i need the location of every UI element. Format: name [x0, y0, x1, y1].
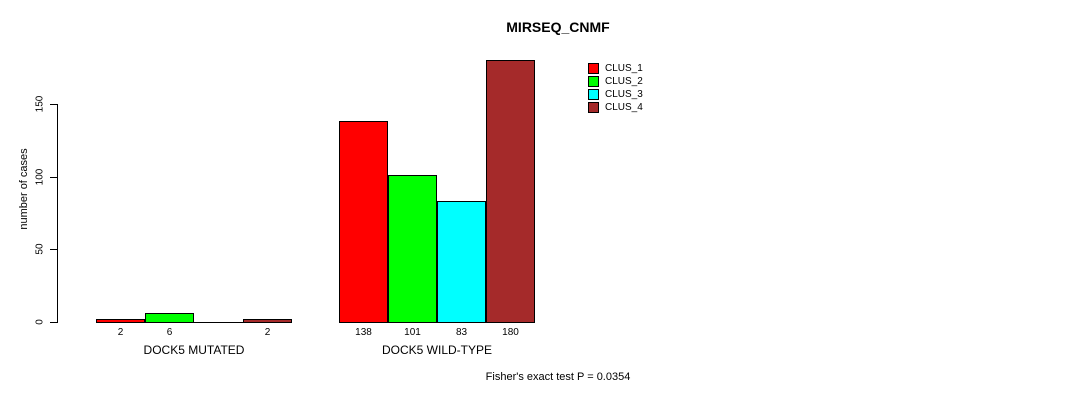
bar-clus_1-mutated [96, 319, 145, 323]
bar-clus_2-wild-type [388, 175, 437, 323]
group-baseline [96, 322, 292, 323]
y-axis-label: number of cases [18, 148, 30, 230]
legend-swatch-icon [588, 89, 599, 100]
bar-value-label: 101 [404, 327, 421, 338]
legend-entry-label: CLUS_1 [605, 63, 643, 74]
legend-entry: CLUS_4 [588, 101, 643, 114]
y-axis-tick [50, 249, 57, 250]
group-label: DOCK5 WILD-TYPE [381, 343, 493, 357]
bar-value-label: 180 [502, 327, 519, 338]
bar-value-label: 6 [166, 327, 173, 338]
bar-value-label: 2 [264, 327, 271, 338]
y-axis-tick [50, 104, 57, 105]
y-axis-tick-label: 0 [34, 319, 46, 325]
legend-entry-label: CLUS_4 [605, 102, 643, 113]
chart-title: MIRSEQ_CNMF [506, 19, 610, 35]
y-axis-tick-label: 50 [34, 243, 46, 255]
legend-entry: CLUS_3 [588, 88, 643, 101]
bar-clus_3-wild-type [437, 201, 486, 323]
bar-clus_4-wild-type [486, 60, 535, 323]
bar-value-label: 83 [455, 327, 468, 338]
y-axis-tick-label: 100 [34, 168, 46, 186]
y-axis-line [57, 104, 58, 323]
legend-swatch-icon [588, 76, 599, 87]
legend-entry-label: CLUS_3 [605, 89, 643, 100]
legend-swatch-icon [588, 102, 599, 113]
y-axis-tick [50, 322, 57, 323]
y-axis-tick-label: 150 [34, 95, 46, 113]
annotation-text: Fisher's exact test P = 0.0354 [485, 371, 631, 383]
legend-entry-label: CLUS_2 [605, 76, 643, 87]
y-axis-tick [50, 177, 57, 178]
bar-clus_2-mutated [145, 313, 194, 323]
bar-value-label: 138 [355, 327, 372, 338]
legend: CLUS_1 CLUS_2 CLUS_3 CLUS_4 [588, 62, 643, 114]
legend-swatch-icon [588, 63, 599, 74]
legend-entry: CLUS_2 [588, 75, 643, 88]
legend-entry: CLUS_1 [588, 62, 643, 75]
bar-clus_1-wild-type [339, 121, 388, 323]
bar-clus_4-mutated [243, 319, 292, 323]
bar-value-label: 2 [117, 327, 124, 338]
group-label: DOCK5 MUTATED [143, 343, 245, 357]
